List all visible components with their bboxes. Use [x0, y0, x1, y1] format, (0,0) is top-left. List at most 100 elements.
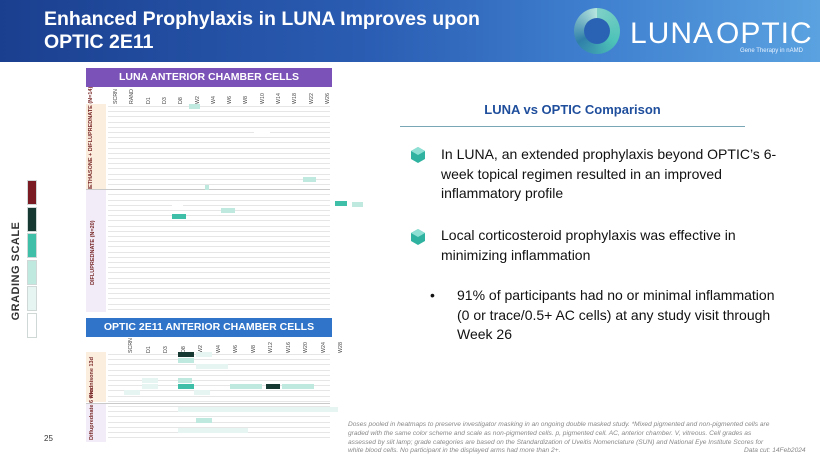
luna-row-line: [108, 184, 330, 185]
optic-row-line: [108, 380, 330, 381]
optic-row-line: [108, 359, 330, 361]
luna-col-w18: W18: [292, 93, 299, 104]
heatmap-cell: [230, 384, 262, 389]
optic-col-w6: W6: [233, 345, 239, 353]
luna-row-line: [108, 132, 330, 133]
luna-row-line: [108, 246, 330, 248]
heatmap-cell: [178, 378, 192, 383]
optic-col-w24: W24: [320, 342, 327, 353]
data-cut-label: Data cut: 14Feb2024: [744, 447, 806, 454]
grading-swatch-1: [27, 206, 37, 232]
grading-swatch-2: [27, 233, 37, 258]
optic-col-w4: W4: [215, 345, 222, 353]
luna-row-line: [108, 308, 330, 310]
luna-row-line: [108, 121, 330, 123]
grading-swatch-5: [27, 312, 37, 338]
optic-panel-title: OPTIC 2E11 ANTERIOR CHAMBER CELLS: [86, 318, 332, 337]
logo-tagline: Gene Therapy in nAMD: [740, 48, 803, 54]
luna-row-line: [108, 288, 330, 289]
optic-col-w2: W2: [198, 345, 204, 353]
luna-col-rand: RAND: [129, 88, 136, 104]
heatmap-cell: [196, 352, 212, 357]
luna-col-w14: W14: [276, 93, 282, 104]
footnote-text: Doses pooled in heatmaps to preserve inv…: [348, 421, 770, 455]
luna-row-line: [108, 262, 330, 263]
luna-row-line: [108, 298, 330, 300]
luna-row-line: [108, 163, 330, 165]
comparison-sub-bullet: 91% of participants had no or minimal in…: [457, 287, 775, 342]
heatmap-cell: [178, 358, 194, 363]
heatmap-cell: [172, 214, 187, 219]
luna-row-line: [108, 152, 330, 154]
optic-row-line: [108, 416, 330, 418]
logo-ring-icon: [574, 8, 620, 54]
optic-col-d1: D1: [145, 346, 152, 353]
luna-heatmap-panel: LUNA ANTERIOR CHAMBER CELLS SCRN RAND D1 D3…: [86, 68, 363, 314]
heatmap-cell: [142, 384, 158, 389]
optic-col-w20: W20: [303, 342, 309, 353]
heatmap-cell: [178, 352, 194, 357]
luna-row-line: [108, 116, 330, 118]
luna-row-line: [108, 210, 330, 211]
luna-row-line: [108, 215, 330, 217]
optic-col-w16: W16: [285, 342, 292, 353]
luna-row-line: [108, 204, 330, 206]
luna-row-line: [108, 282, 330, 284]
heatmap-cell: [196, 418, 212, 423]
logo-luna-text: LUNA: [630, 17, 715, 50]
optic-group-1-label-box: [86, 352, 106, 402]
luna-col-w10: W10: [259, 93, 266, 104]
heatmap-cell: [172, 203, 184, 208]
luna-row-line: [108, 241, 330, 243]
comparison-bullet-2: Local corticosteroid prophylaxis was eff…: [441, 227, 736, 263]
luna-col-w26: W26: [324, 93, 331, 104]
heatmap-cell: [196, 364, 228, 369]
luna-row-line: [108, 158, 330, 159]
optic-col-d3: D3: [163, 346, 169, 353]
luna-row-line: [108, 137, 330, 139]
luna-row-line: [108, 106, 330, 107]
optic-row-line: [108, 354, 330, 355]
optic-row-line: [108, 390, 330, 392]
optic-heatmap-panel: OPTIC 2E11 ANTERIOR CHAMBER CELLS SCRN D1…: [86, 318, 344, 444]
comparison-divider: [400, 126, 745, 127]
optic-group-2-label: Difluprednate 6 wks: [89, 388, 95, 440]
luna-row-line: [108, 272, 330, 274]
luna-col-d8: D8: [178, 97, 185, 104]
optic-row-line: [108, 374, 330, 376]
luna-row-line: [108, 303, 330, 305]
luna-row-line: [108, 236, 330, 237]
optic-row-line: [108, 400, 330, 402]
optic-col-w28: W28: [338, 342, 344, 353]
heatmap-cell: [282, 384, 314, 389]
grading-scale-label: GRADING SCALE: [4, 220, 28, 330]
optic-row-line: [108, 369, 330, 371]
optic-col-d8: D8: [180, 346, 187, 353]
luna-col-w6: W6: [227, 96, 234, 104]
luna-row-line: [108, 111, 330, 113]
luna-group-2-label-box: [86, 190, 106, 312]
luna-row-line: [108, 256, 330, 258]
optic-col-w12: W12: [268, 342, 274, 353]
luna-row-line: [108, 168, 330, 170]
heatmap-cell: [302, 177, 316, 182]
heatmap-cell: [351, 202, 363, 207]
grading-swatch-3: [27, 259, 37, 285]
luna-row-line: [108, 147, 330, 149]
luna-row-line: [108, 293, 330, 295]
heatmap-cell: [221, 208, 236, 213]
optic-group-2-label-box: [86, 404, 106, 442]
luna-row-line: [108, 199, 330, 201]
heatmap-cell: [188, 104, 200, 109]
luna-row-line: [108, 194, 330, 196]
optic-row-line: [108, 395, 330, 397]
luna-col-scrn: SCRN: [113, 88, 119, 104]
heatmap-cell: [178, 384, 194, 389]
grading-scale-title: GRADING SCALE: [10, 221, 22, 321]
luna-col-w2: W2: [194, 96, 201, 104]
luna-row-line: [108, 173, 330, 175]
heatmap-cell: [335, 201, 348, 206]
luna-row-line: [108, 225, 330, 227]
luna-optic-logo: LUNA OPTIC Gene Therapy in nAMD: [574, 6, 814, 56]
heatmap-cell: [266, 384, 280, 389]
